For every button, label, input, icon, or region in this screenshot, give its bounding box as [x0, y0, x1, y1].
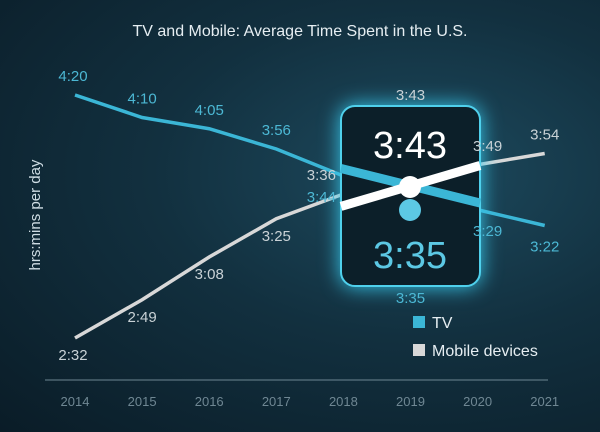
highlight-mobile-value: 3:43 [373, 125, 447, 167]
data-label: 3:25 [262, 228, 291, 245]
x-tick-label: 2021 [530, 394, 559, 409]
y-axis-label: hrs:mins per day [27, 159, 44, 270]
data-label: 4:10 [127, 91, 156, 108]
x-tick-label: 2020 [463, 394, 492, 409]
x-tick-label: 2015 [128, 394, 157, 409]
data-label: 4:05 [195, 102, 224, 119]
data-label: 2:32 [58, 347, 87, 364]
x-tick-label: 2019 [396, 394, 425, 409]
data-label: 3:56 [262, 122, 291, 139]
legend-swatch [413, 316, 425, 328]
data-label: 3:29 [473, 223, 502, 240]
data-label: 3:54 [530, 127, 559, 144]
legend-label: Mobile devices [432, 343, 538, 360]
data-label: 3:49 [473, 138, 502, 155]
x-tick-label: 2014 [61, 394, 90, 409]
legend-label: TV [432, 315, 453, 332]
chart-title: TV and Mobile: Average Time Spent in the… [133, 23, 468, 40]
data-label: 4:20 [58, 68, 87, 85]
data-label: 3:43 [396, 87, 425, 104]
data-label: 3:35 [396, 290, 425, 307]
x-tick-label: 2018 [329, 394, 358, 409]
highlight-tooltip: 3:43 3:35 [339, 105, 482, 287]
legend-swatch [413, 344, 425, 356]
tv-point [399, 199, 421, 221]
data-label: 2:49 [127, 309, 156, 326]
highlight-tv-value: 3:35 [373, 235, 447, 277]
data-label: 3:08 [195, 266, 224, 283]
data-label: 3:36 [307, 167, 336, 184]
data-label: 3:22 [530, 239, 559, 256]
x-tick-label: 2016 [195, 394, 224, 409]
data-label: 3:44 [307, 189, 336, 206]
x-tick-label: 2017 [262, 394, 291, 409]
mobile-point [399, 176, 421, 198]
